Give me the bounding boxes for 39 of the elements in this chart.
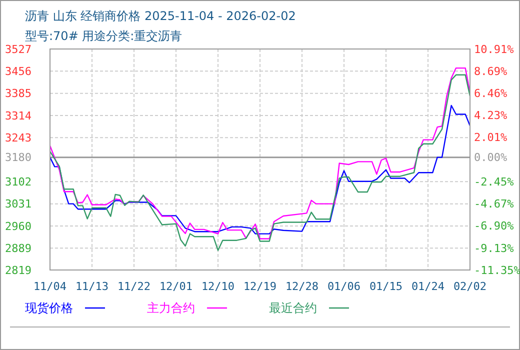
y-tick-label: 3456 <box>5 65 32 78</box>
x-tick-label: 11/04 <box>33 280 67 293</box>
x-tick-label: 02/02 <box>453 280 487 293</box>
line-series <box>49 104 471 234</box>
y2-tick-label: 10.91% <box>474 42 514 56</box>
y-tick-label: 3314 <box>5 109 32 122</box>
x-tick-label: 01/15 <box>369 280 403 293</box>
y2-tick-label: -2.45% <box>474 175 514 188</box>
y-tick-label: 3527 <box>5 42 32 56</box>
chart-title: 沥青 山东 经销商价格 2025-11-04 - 2026-02-02 <box>25 9 296 23</box>
x-tick-label: 12/01 <box>159 280 193 293</box>
chart-subtitle: 型号:70# 用途分类:重交沥青 <box>25 29 182 43</box>
y-tick-label: 3102 <box>5 176 32 189</box>
y2-tick-label: -9.13% <box>474 242 514 255</box>
y-tick-label: 3243 <box>5 132 32 144</box>
y2-tick-label: 6.46% <box>474 87 508 100</box>
y-tick-label: 2960 <box>5 220 32 233</box>
x-tick-label: 11/13 <box>75 280 109 293</box>
y-tick-label: 3031 <box>5 198 32 211</box>
x-tick-label: 11/22 <box>117 280 151 293</box>
y2-tick-label: 4.23% <box>474 109 508 122</box>
y-tick-label: 2819 <box>5 264 32 277</box>
y2-tick-label: -6.90% <box>474 220 514 233</box>
y2-tick-label: -4.67% <box>474 198 514 211</box>
x-tick-label: 12/19 <box>243 280 277 293</box>
y2-tick-label: 2.01% <box>474 131 508 144</box>
y-tick-label: 3385 <box>5 87 32 100</box>
x-tick-label: 01/24 <box>411 280 445 293</box>
y2-tick-label: 0.00% <box>474 151 508 164</box>
y-tick-label: 3180 <box>5 151 32 164</box>
y-tick-label: 2889 <box>5 242 32 255</box>
legend-label: 最近合约 <box>269 301 317 315</box>
legend-label: 主力合约 <box>147 301 195 315</box>
x-tick-label: 12/28 <box>285 280 319 293</box>
x-tick-label: 01/06 <box>327 280 361 293</box>
x-tick-label: 12/10 <box>201 280 235 293</box>
y2-tick-label: 8.69% <box>474 64 508 78</box>
legend-label: 现货价格 <box>25 301 73 315</box>
y2-tick-label: -11.35% <box>474 264 520 277</box>
